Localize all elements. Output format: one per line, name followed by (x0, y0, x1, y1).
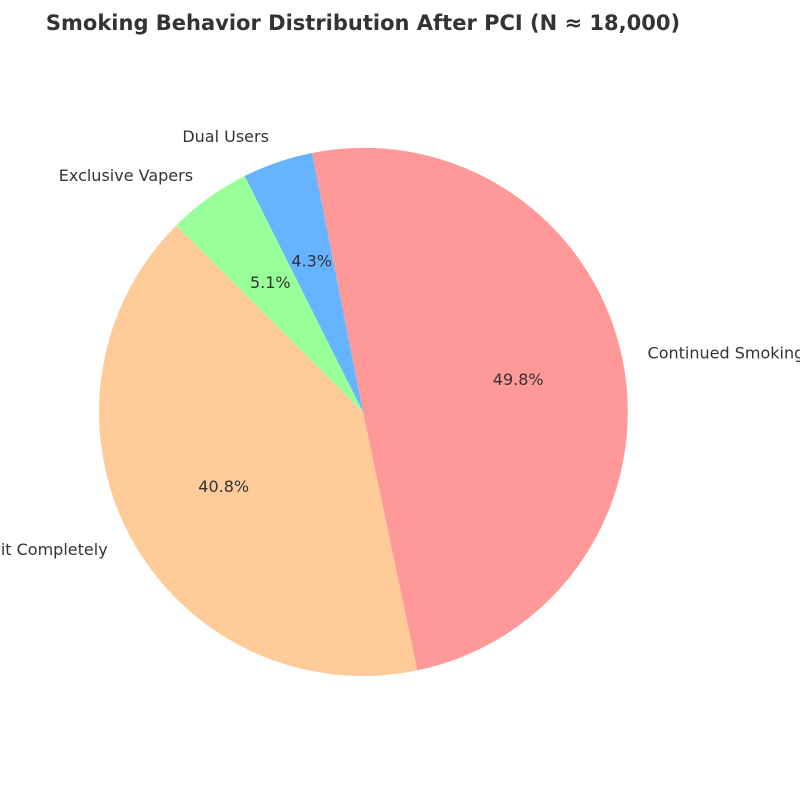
pct-label-quit-completely: 40.8% (198, 477, 249, 496)
slice-label-dual-users: Dual Users (182, 127, 269, 146)
pie-slice-continued-smoking (311, 147, 628, 671)
pct-label-continued-smoking: 49.8% (493, 370, 544, 389)
slice-label-continued-smoking: Continued Smoking (648, 344, 800, 363)
pie-labels: Quit Completely 40.8% Continued Smoking 49.… (0, 127, 800, 559)
pie-slice-dual-users (244, 152, 363, 413)
pie-slice-quit-completely (98, 225, 418, 677)
chart-title: Smoking Behavior Distribution After PCI … (46, 11, 680, 35)
slice-label-exclusive-vapers: Exclusive Vapers (59, 166, 193, 185)
pie-slice-exclusive-vapers (176, 176, 363, 412)
slice-label-quit-completely: Quit Completely (0, 540, 108, 559)
pie-slices (98, 147, 628, 677)
pct-label-exclusive-vapers: 5.1% (250, 273, 291, 292)
pct-label-dual-users: 4.3% (291, 252, 332, 271)
